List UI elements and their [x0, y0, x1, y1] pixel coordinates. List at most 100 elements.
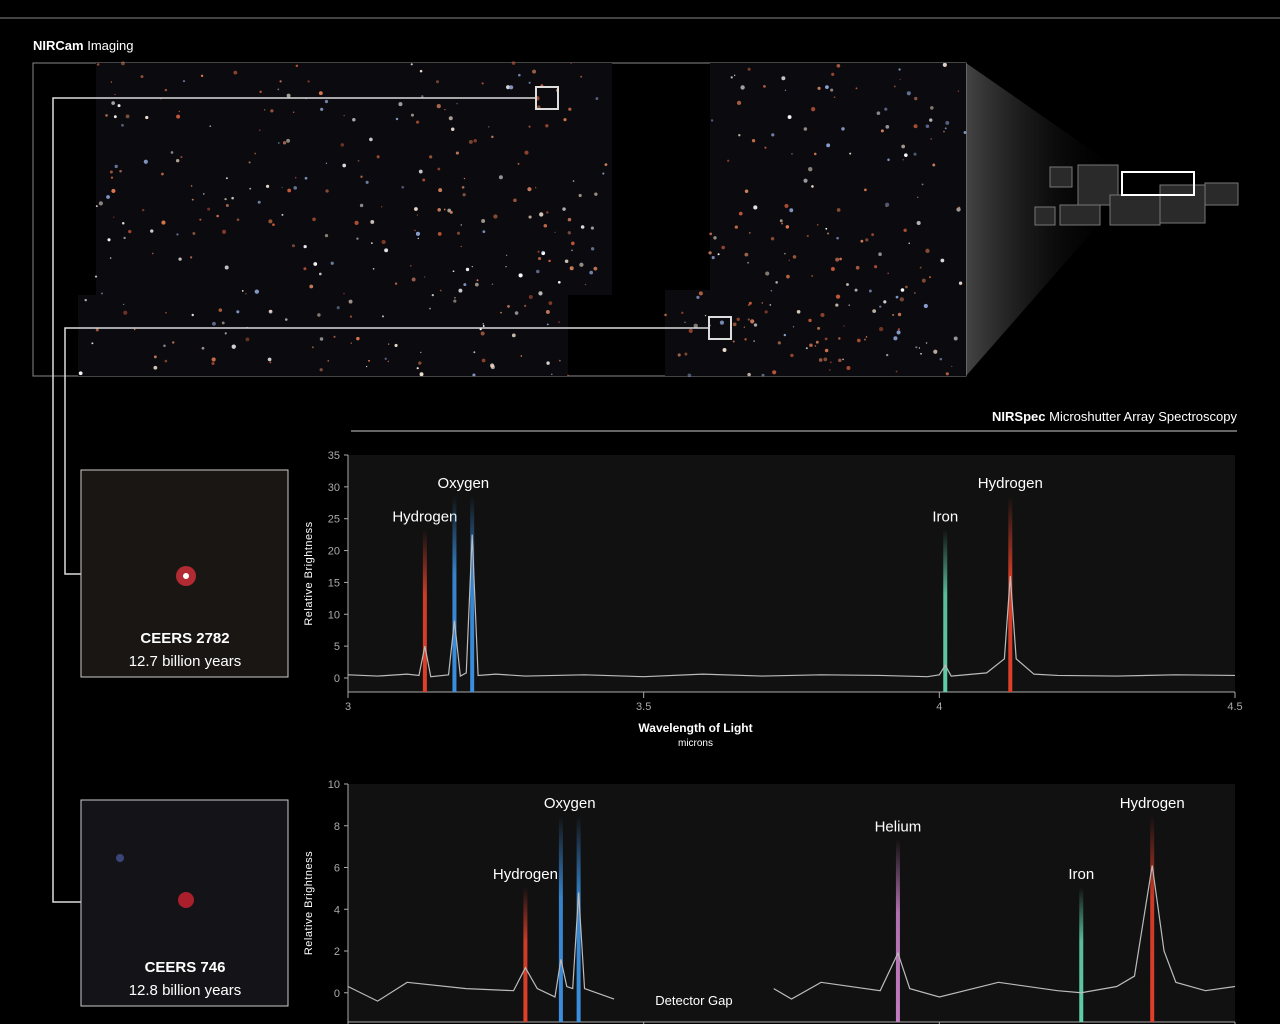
emission-line	[1008, 496, 1013, 692]
star	[216, 214, 219, 218]
star	[145, 115, 149, 120]
star	[266, 184, 270, 188]
star	[303, 244, 307, 249]
star	[570, 241, 575, 246]
emission-line	[1079, 887, 1084, 1022]
star	[460, 245, 462, 248]
star	[732, 322, 737, 327]
galaxy-name: CEERS 2782	[140, 630, 229, 647]
star	[921, 183, 924, 186]
star	[121, 123, 124, 127]
star	[803, 127, 808, 131]
star	[401, 185, 405, 189]
star	[527, 187, 532, 192]
galaxy-age: 12.8 billion years	[129, 982, 242, 999]
star	[895, 295, 899, 299]
star	[254, 289, 260, 294]
star	[808, 166, 813, 172]
emission-line	[452, 496, 457, 692]
star	[958, 206, 961, 209]
star	[528, 294, 533, 299]
star	[823, 357, 828, 362]
star	[721, 245, 725, 250]
star	[513, 198, 517, 203]
star	[564, 259, 569, 264]
emission-line	[895, 839, 900, 1022]
star	[744, 189, 749, 194]
star	[537, 250, 540, 253]
star	[536, 269, 540, 274]
galaxy-panel: CEERS 2782 12.7 billion years	[80, 469, 289, 678]
star	[557, 280, 561, 284]
star	[207, 207, 211, 211]
y-tick-label: 25	[328, 514, 340, 526]
star	[461, 186, 465, 189]
star	[786, 274, 790, 279]
star	[281, 213, 284, 216]
star	[769, 304, 772, 306]
star	[744, 338, 747, 341]
star	[750, 319, 755, 324]
star	[105, 114, 108, 117]
star	[224, 197, 227, 201]
star	[785, 225, 790, 229]
star	[319, 337, 324, 341]
star	[269, 361, 272, 364]
star	[133, 328, 136, 331]
star	[437, 208, 441, 212]
y-tick-label: 35	[328, 450, 340, 462]
star	[899, 297, 905, 302]
star	[424, 276, 426, 278]
star	[498, 175, 503, 180]
spectrum-line	[347, 865, 1236, 1002]
star	[898, 68, 901, 71]
emission-line	[558, 815, 563, 1022]
galaxy-age: 12.7 billion years	[129, 653, 242, 670]
star	[928, 276, 932, 279]
star	[558, 321, 560, 323]
star	[816, 224, 819, 226]
line-label: Hydrogen	[493, 866, 558, 883]
star	[414, 229, 416, 232]
star	[420, 351, 422, 354]
star	[917, 196, 919, 198]
star	[916, 220, 921, 226]
galaxy-panel: CEERS 746 12.8 billion years	[80, 799, 289, 1007]
star	[771, 133, 775, 137]
star	[113, 115, 117, 119]
star	[384, 357, 387, 360]
star	[170, 151, 174, 154]
star	[224, 332, 227, 335]
star	[249, 187, 252, 190]
star	[387, 343, 390, 345]
star	[883, 300, 887, 304]
star	[584, 283, 587, 286]
star	[324, 234, 329, 238]
star	[318, 91, 323, 96]
star	[824, 348, 829, 353]
emission-line	[943, 529, 948, 692]
star	[944, 127, 947, 130]
x-axis-label: Wavelength of Light	[638, 721, 752, 735]
star	[395, 117, 399, 121]
y-tick-label: 0	[334, 988, 340, 1000]
star	[293, 186, 298, 190]
star	[330, 261, 334, 265]
star	[545, 310, 550, 314]
star	[192, 232, 196, 235]
star	[380, 206, 383, 208]
x-axis-unit: microns	[678, 738, 713, 749]
star	[788, 259, 790, 262]
star	[879, 305, 882, 308]
star	[775, 281, 778, 284]
star	[259, 129, 261, 131]
star	[313, 262, 318, 266]
footprint	[1109, 194, 1161, 226]
star	[222, 229, 227, 234]
star	[292, 111, 295, 113]
star	[684, 321, 686, 324]
star	[554, 231, 556, 233]
star	[110, 81, 113, 83]
star	[395, 282, 398, 285]
